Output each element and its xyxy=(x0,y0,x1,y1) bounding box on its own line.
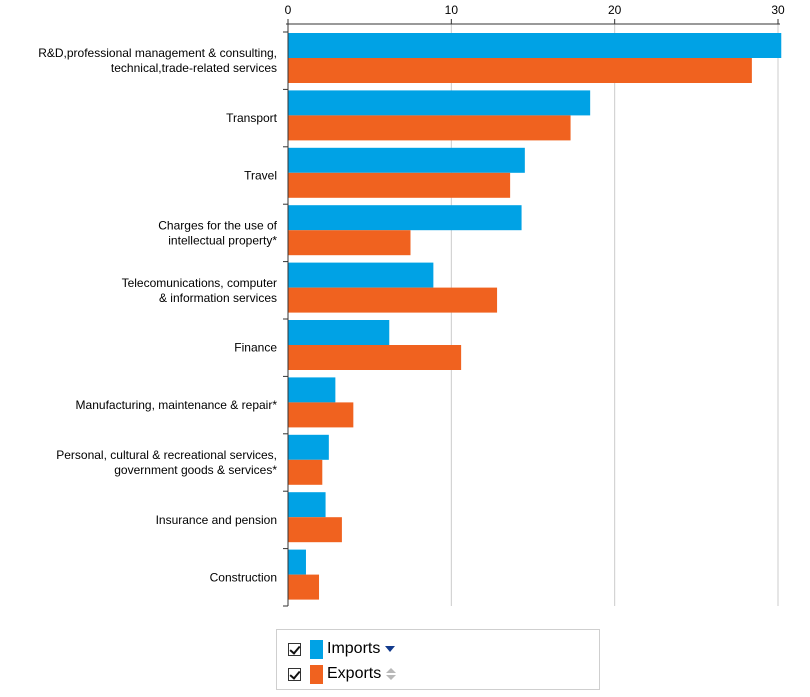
exports-legend-label[interactable]: Exports xyxy=(327,665,382,682)
category-label-line: government goods & services* xyxy=(114,463,277,477)
legend: Imports Exports xyxy=(276,629,600,690)
x-tick-label: 0 xyxy=(285,3,292,17)
category-label-line: & information services xyxy=(159,291,277,305)
legend-item-exports[interactable]: Exports xyxy=(288,663,397,685)
category-label-line: technical,trade-related services xyxy=(111,61,277,75)
bar-exports xyxy=(288,459,323,485)
category-label-line: R&D,professional management & consulting… xyxy=(38,46,277,60)
x-tick-label: 10 xyxy=(445,3,459,17)
imports-checkbox[interactable] xyxy=(288,642,301,656)
bar-exports xyxy=(288,58,752,83)
category-label-line: Personal, cultural & recreational servic… xyxy=(56,448,277,462)
category-label: Manufacturing, maintenance & repair* xyxy=(76,398,278,412)
category-label-line: Travel xyxy=(244,169,277,183)
category-label: Telecomunications, computer & information… xyxy=(122,276,277,305)
bar-exports xyxy=(288,574,320,600)
category-label-line: intellectual property* xyxy=(168,233,277,247)
bar-exports xyxy=(288,230,411,256)
bar-imports xyxy=(288,320,390,345)
exports-swatch xyxy=(310,664,323,684)
category-label: Personal, cultural & recreational servic… xyxy=(56,448,277,477)
bar-chart: 0 10 20 30 R&D,professional management & co… xyxy=(38,3,785,607)
bars xyxy=(288,33,782,600)
bar-imports xyxy=(288,434,329,460)
bar-imports xyxy=(288,492,326,518)
category-label: R&D,professional management & consulting… xyxy=(38,46,277,75)
category-label: Finance xyxy=(234,341,277,355)
bar-imports xyxy=(288,549,306,575)
axis: 0 10 20 30 xyxy=(283,3,785,607)
bar-exports xyxy=(288,517,342,543)
category-label: Construction xyxy=(210,570,277,584)
bar-exports xyxy=(288,115,571,141)
category-label-line: Transport xyxy=(226,111,278,125)
bar-exports xyxy=(288,287,498,313)
category-label-line: Insurance and pension xyxy=(156,513,277,527)
category-label-line: Construction xyxy=(210,570,277,584)
bar-imports xyxy=(288,33,782,58)
imports-swatch xyxy=(310,639,323,659)
sort-descending-icon[interactable] xyxy=(385,646,396,652)
category-label-line: Telecomunications, computer xyxy=(122,276,277,290)
bar-exports xyxy=(288,402,354,428)
bar-imports xyxy=(288,205,522,231)
category-label-line: Charges for the use of xyxy=(158,218,277,232)
category-labels: R&D,professional management & consulting… xyxy=(38,46,277,584)
category-label: Travel xyxy=(244,169,277,183)
category-label-line: Manufacturing, maintenance & repair* xyxy=(76,398,278,412)
category-label: Charges for the use of intellectual prope… xyxy=(158,218,277,247)
x-tick-label: 20 xyxy=(608,3,622,17)
imports-legend-label[interactable]: Imports xyxy=(327,640,381,657)
bar-imports xyxy=(288,90,591,116)
bar-imports xyxy=(288,147,525,173)
bar-imports xyxy=(288,377,336,403)
category-label: Insurance and pension xyxy=(156,513,277,527)
bar-exports xyxy=(288,345,462,370)
bar-imports xyxy=(288,262,434,288)
category-label-line: Finance xyxy=(234,341,277,355)
x-tick-label: 30 xyxy=(771,3,785,17)
legend-item-imports[interactable]: Imports xyxy=(288,638,396,660)
exports-checkbox[interactable] xyxy=(288,667,301,681)
bar-exports xyxy=(288,172,511,198)
sort-toggle-icon[interactable] xyxy=(386,667,397,681)
category-label: Transport xyxy=(226,111,278,125)
